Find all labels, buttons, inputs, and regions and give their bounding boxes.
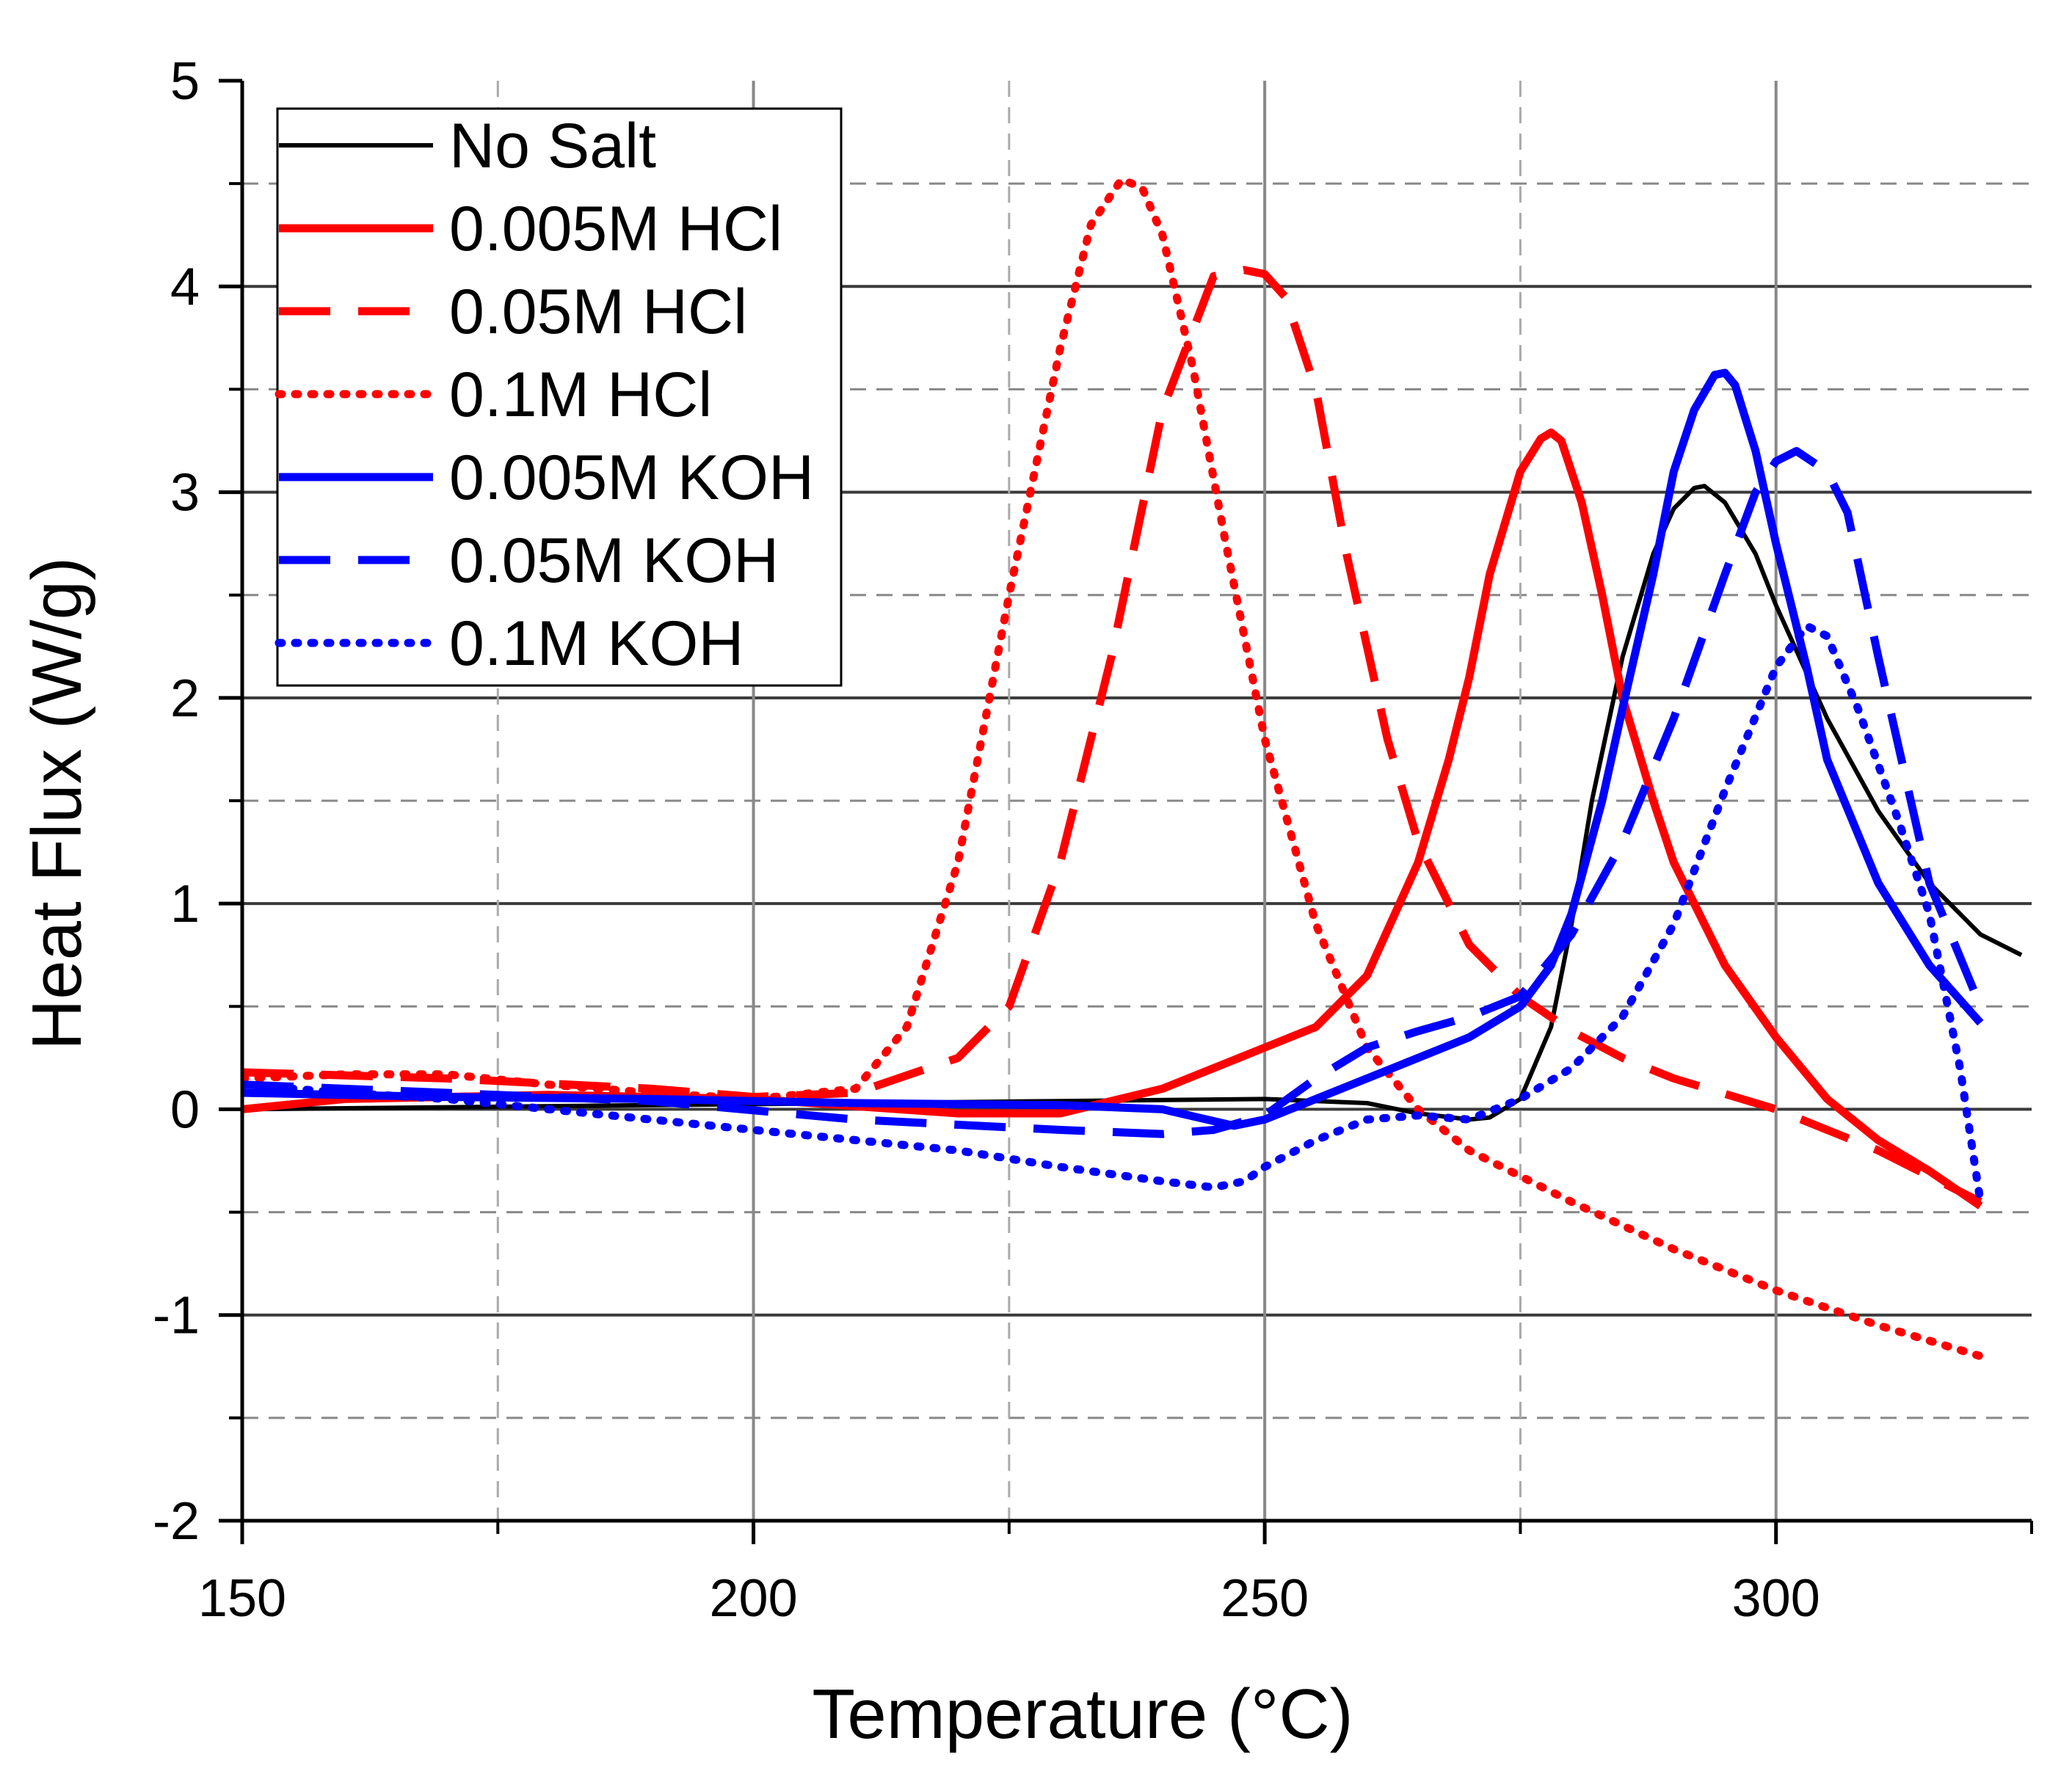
y-tick-label: 3 xyxy=(170,464,200,523)
y-tick-label: 4 xyxy=(170,258,200,316)
y-tick-label: -1 xyxy=(153,1287,200,1345)
y-tick-label: -2 xyxy=(153,1492,200,1551)
legend-label-5: 0.05M KOH xyxy=(449,526,779,596)
series-line-5 xyxy=(242,447,1985,1138)
series-line-6 xyxy=(242,622,1985,1207)
tick-labels: -2 -1 0 1 2 3 4 5 150 200 250 300 xyxy=(153,52,1820,1628)
legend: No Salt 0.005M HCl 0.05M HCl 0.1M HCl 0.005M… xyxy=(275,107,843,687)
x-tick-label: 250 xyxy=(1221,1569,1309,1628)
legend-label-0: No Salt xyxy=(449,111,656,181)
x-tick-label: 150 xyxy=(198,1569,286,1628)
series-lines xyxy=(242,175,2023,1361)
legend-label-6: 0.1M KOH xyxy=(449,608,744,679)
x-tick-label: 300 xyxy=(1732,1569,1820,1628)
y-tick-label: 2 xyxy=(170,669,200,728)
x-tick-label: 200 xyxy=(710,1569,798,1628)
y-axis-title: Heat Flux (W/g) xyxy=(18,557,96,1050)
y-tick-label: 5 xyxy=(170,52,200,111)
series-line-3 xyxy=(242,175,1985,1361)
legend-label-2: 0.05M HCl xyxy=(449,277,747,347)
legend-label-4: 0.005M KOH xyxy=(449,443,814,513)
legend-box xyxy=(276,107,843,687)
legend-label-1: 0.005M HCl xyxy=(449,194,782,264)
series-line-4 xyxy=(242,368,1984,1130)
y-tick-label: 0 xyxy=(170,1080,200,1139)
y-tick-label: 1 xyxy=(170,875,200,934)
series-line-1 xyxy=(242,428,1983,1210)
x-axis-title: Temperature (°C) xyxy=(812,1675,1353,1753)
legend-label-3: 0.1M HCl xyxy=(449,360,712,430)
axes xyxy=(219,79,2033,1544)
series-line-2 xyxy=(242,266,1982,1206)
